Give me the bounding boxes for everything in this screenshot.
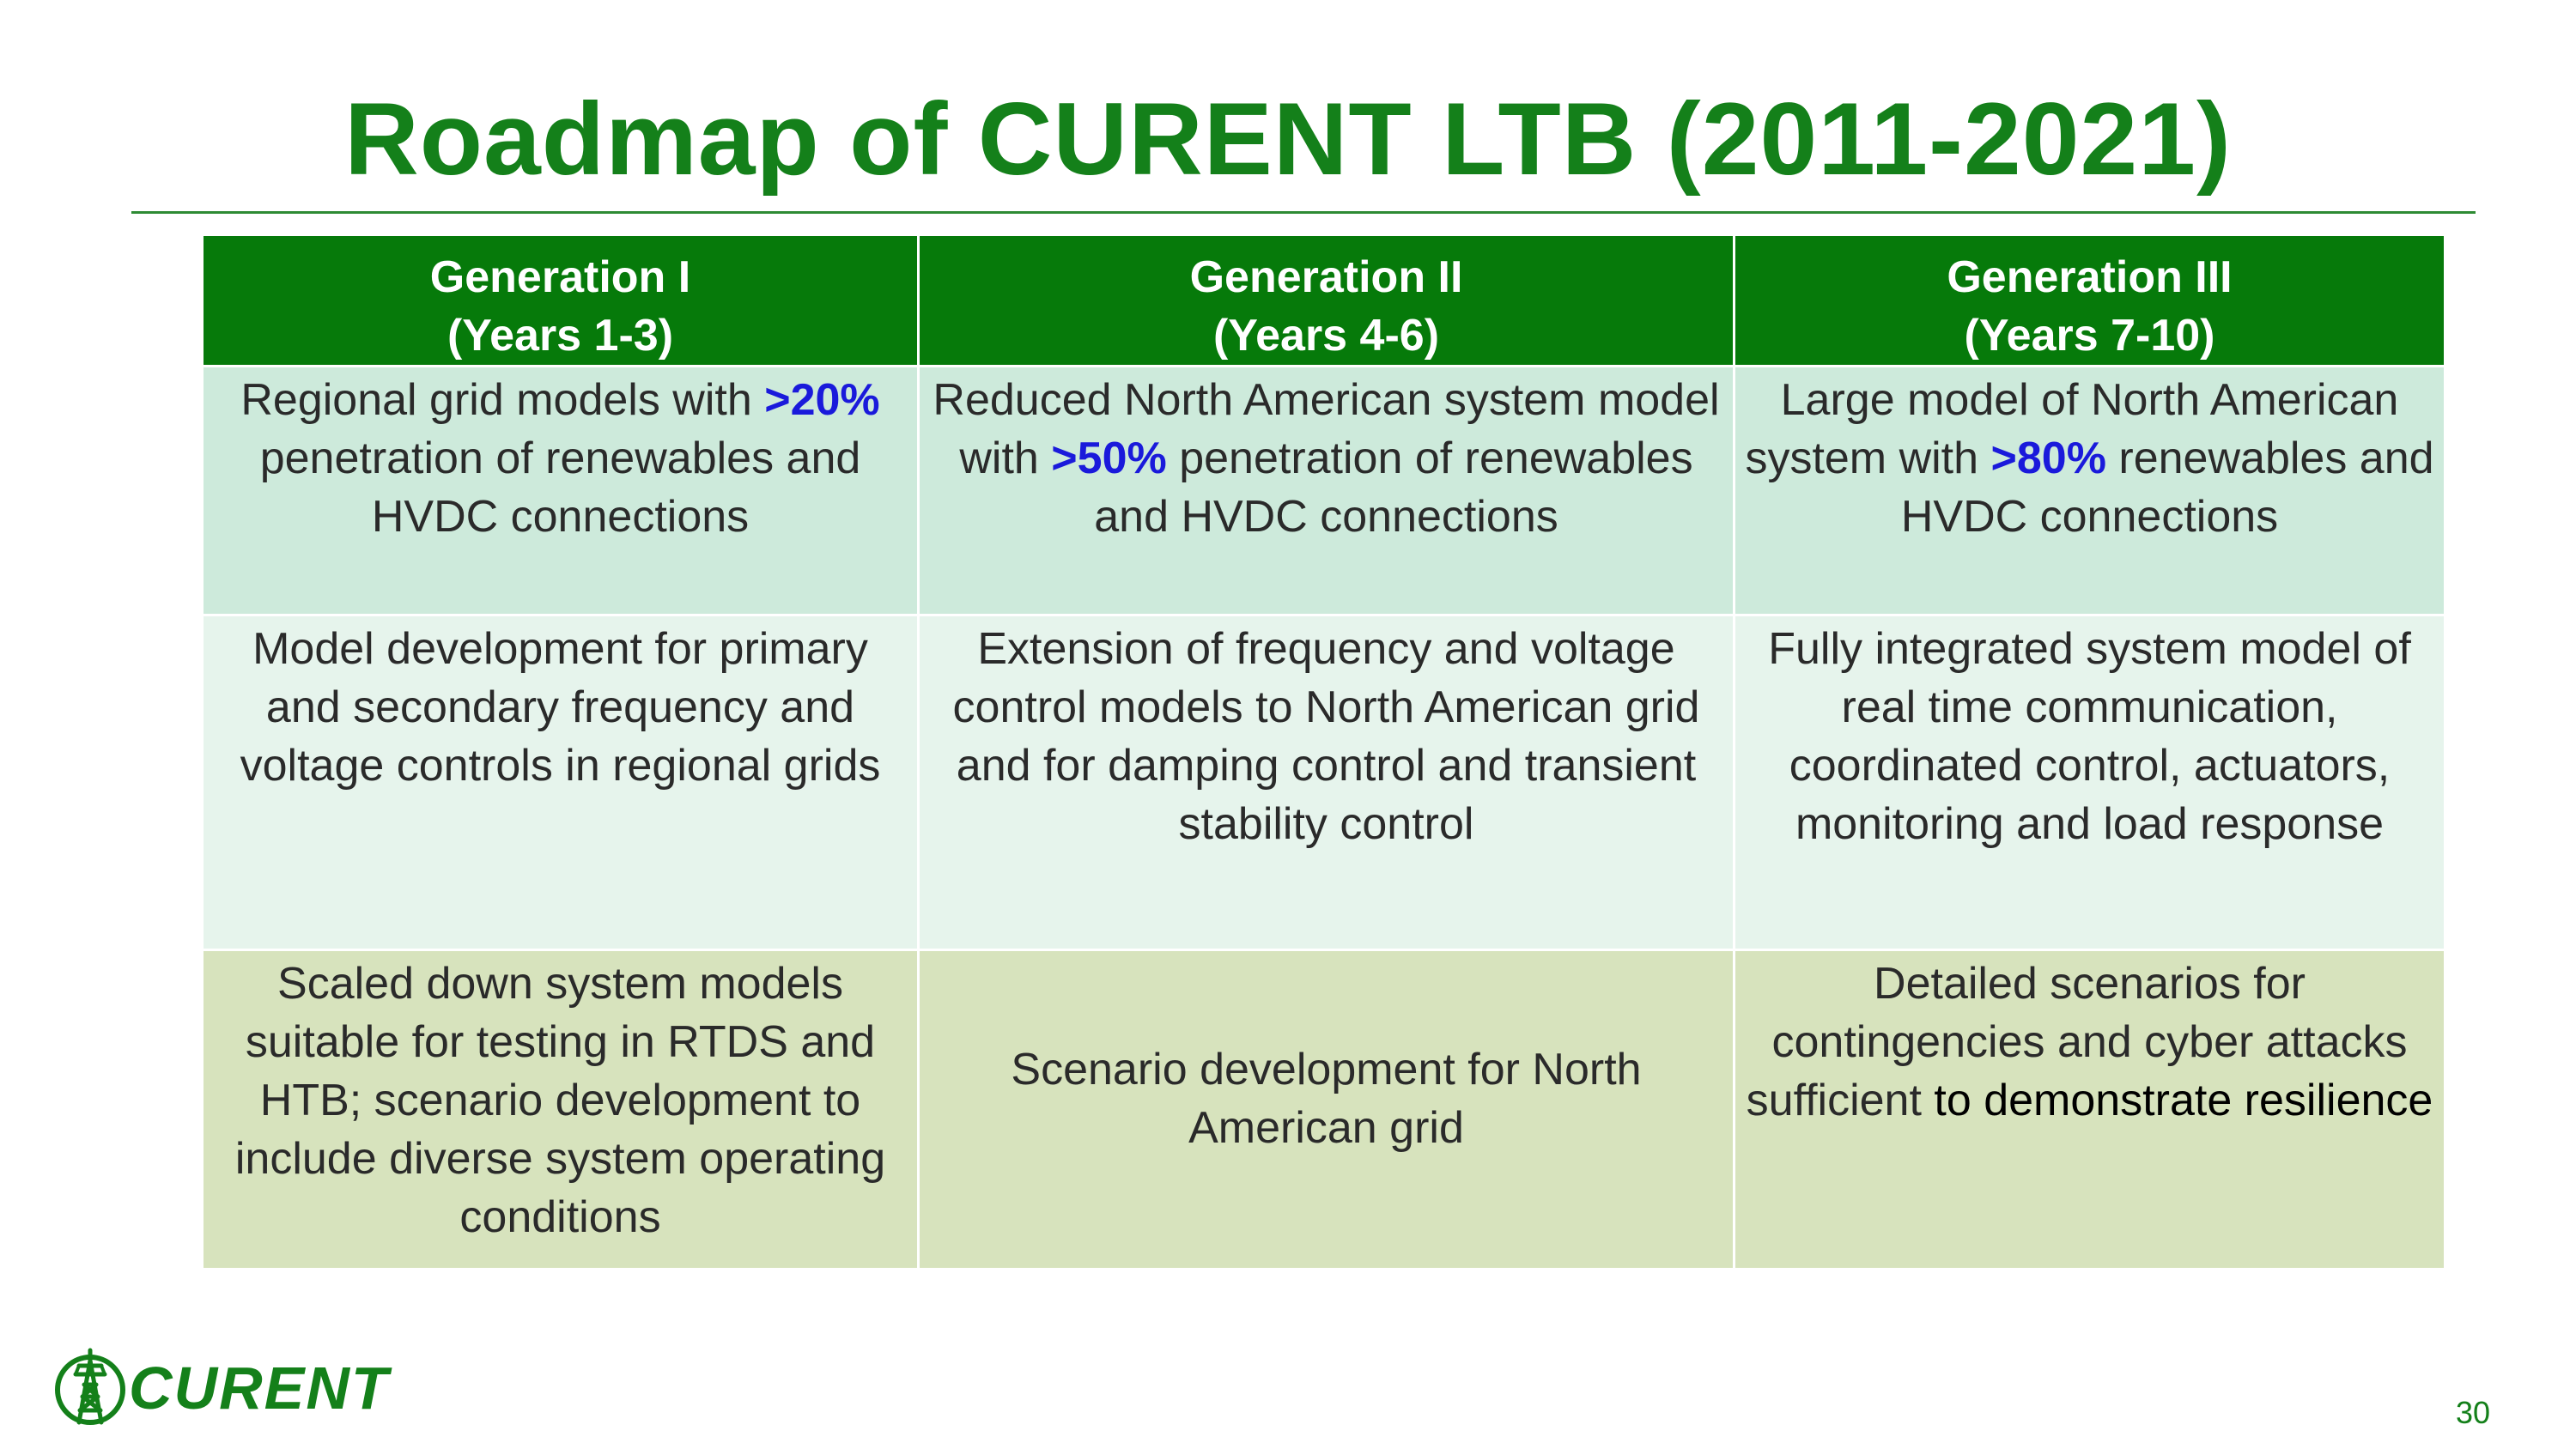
penetration-highlight: >20% (764, 375, 880, 425)
cell-text: Detailed scenarios for contingencies and… (1746, 959, 2408, 1125)
penetration-highlight: >80% (1990, 433, 2106, 483)
cell-text: penetration of renewables and HVDC conne… (1094, 433, 1693, 542)
cell-gen3-scenarios: Detailed scenarios for contingencies and… (1733, 949, 2446, 1270)
cell-gen2-scenarios: Scenario development for North American … (917, 949, 1735, 1270)
table-row-models: Regional grid models with >20% penetrati… (201, 365, 2446, 616)
page-number: 30 (2455, 1395, 2490, 1430)
cell-text: Regional grid models with (240, 375, 765, 425)
header-name: Generation III (1947, 252, 2233, 302)
cell-gen2-controls: Extension of frequency and voltage contr… (917, 614, 1735, 951)
roadmap-table: Generation I (Years 1-3) Generation II (… (201, 233, 2446, 1270)
cell-gen2-models: Reduced North American system model with… (917, 365, 1735, 616)
table-row-scenarios: Scaled down system models suitable for t… (201, 949, 2446, 1270)
transmission-tower-icon (55, 1348, 125, 1425)
cell-gen1-scenarios: Scaled down system models suitable for t… (201, 949, 920, 1270)
cell-gen1-controls: Model development for primary and second… (201, 614, 920, 951)
table-row-controls: Model development for primary and second… (201, 614, 2446, 951)
cell-text: Large model of North American system wit… (1745, 375, 2399, 483)
header-name: Generation II (1189, 252, 1463, 302)
title-divider (131, 211, 2476, 214)
curent-logo: CURENT (53, 1341, 390, 1435)
logo-text: CURENT (129, 1355, 390, 1422)
header-generation-1: Generation I (Years 1-3) (201, 233, 920, 367)
cell-gen3-controls: Fully integrated system model of real ti… (1733, 614, 2446, 951)
penetration-highlight: >50% (1051, 433, 1167, 483)
header-years: (Years 4-6) (1212, 311, 1440, 361)
cell-text: Reduced North American system model with (933, 375, 1720, 483)
cell-gen1-models: Regional grid models with >20% penetrati… (201, 365, 920, 616)
cell-text-dark: to demonstrate resilience (1934, 1076, 2433, 1125)
slide-title: Roadmap of CURENT LTB (2011-2021) (344, 82, 2232, 197)
cell-text: renewables and HVDC connections (1900, 433, 2434, 542)
header-generation-3: Generation III (Years 7-10) (1733, 233, 2446, 367)
cell-gen3-models: Large model of North American system wit… (1733, 365, 2446, 616)
header-generation-2: Generation II (Years 4-6) (917, 233, 1735, 367)
header-name: Generation I (429, 252, 691, 302)
header-years: (Years 1-3) (447, 311, 674, 361)
cell-text: penetration of renewables and HVDC conne… (259, 433, 861, 542)
header-years: (Years 7-10) (1964, 311, 2215, 361)
table-header-row: Generation I (Years 1-3) Generation II (… (201, 233, 2446, 367)
